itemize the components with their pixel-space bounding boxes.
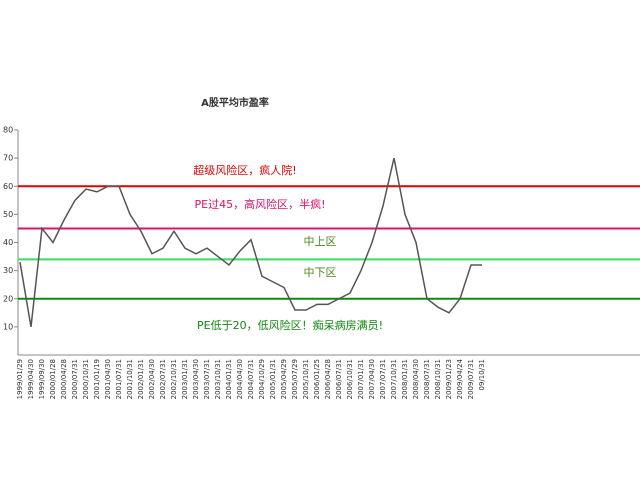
x-tick-label: 2007/01/31	[357, 359, 365, 399]
x-tick-label: 2003/07/31	[203, 359, 211, 399]
x-tick-label: 2006/07/31	[335, 359, 343, 399]
x-tick-label: 2008/07/31	[423, 359, 431, 399]
x-tick-label: 2009/07/31	[467, 359, 475, 399]
y-tick-label: 20	[3, 294, 13, 303]
x-tick-label: 2001/10/31	[126, 359, 134, 399]
x-tick-label: 2001/01/19	[93, 359, 101, 399]
x-tick-label: 2003/01/31	[181, 359, 189, 399]
y-tick-label: 10	[3, 322, 13, 331]
x-tick-label: 2000/10/31	[82, 359, 90, 399]
x-tick-label: 09/10/31	[478, 359, 486, 390]
x-tick-label: 2008/01/31	[401, 359, 409, 399]
x-tick-label: 2007/04/30	[368, 359, 376, 399]
x-tick-label: 2000/04/28	[60, 359, 68, 399]
x-tick-label: 2009/01/23	[445, 359, 453, 399]
x-tick-label: 2000/07/31	[71, 359, 79, 399]
x-tick-label: 2005/01/31	[269, 359, 277, 399]
y-tick-label: 40	[3, 238, 13, 247]
zone-label: 中下区	[304, 266, 337, 279]
x-tick-label: 2007/07/31	[379, 359, 387, 399]
x-tick-label: 2008/10/31	[434, 359, 442, 399]
y-tick-label: 50	[3, 210, 13, 219]
x-tick-label: 2005/07/29	[291, 359, 299, 399]
x-tick-label: 1999/09/30	[38, 359, 46, 399]
x-tick-label: 2007/10/31	[390, 359, 398, 399]
x-tick-label: 2005/04/29	[280, 359, 288, 399]
x-tick-label: 2001/07/31	[115, 359, 123, 399]
chart-title: A股平均市盈率	[201, 96, 269, 109]
x-tick-label: 2000/01/28	[49, 359, 57, 399]
y-tick-label: 80	[3, 126, 13, 135]
x-tick-label: 2003/10/31	[214, 359, 222, 399]
x-tick-label: 2005/10/31	[302, 359, 310, 399]
reference-label: PE过45，高风险区，半疯!	[195, 197, 326, 211]
x-tick-label: 2009/04/24	[456, 358, 464, 399]
y-tick-label: 30	[3, 266, 13, 275]
x-tick-label: 2004/04/30	[236, 359, 244, 399]
x-tick-label: 2002/01/31	[137, 359, 145, 399]
series-line	[19, 157, 482, 328]
x-tick-label: 1999/04/30	[27, 359, 35, 399]
x-tick-label: 2002/10/31	[170, 359, 178, 399]
y-tick-label: 60	[3, 182, 13, 191]
x-tick-label: 2004/01/31	[225, 359, 233, 399]
zone-label: 中上区	[304, 235, 337, 248]
x-tick-label: 2001/04/30	[104, 359, 112, 399]
reference-label: 超级风险区，疯人院!	[193, 163, 296, 177]
x-tick-label: 2004/07/31	[247, 359, 255, 399]
x-tick-label: 2003/04/30	[192, 359, 200, 399]
x-tick-label: 2008/04/30	[412, 359, 420, 399]
x-tick-label: 2002/04/30	[148, 359, 156, 399]
reference-label: PE低于20，低风险区！痴呆病房满员!	[197, 318, 383, 332]
x-tick-label: 2006/10/31	[346, 359, 354, 399]
y-tick-label: 70	[3, 154, 13, 163]
x-tick-label: 2006/01/25	[313, 359, 321, 399]
x-tick-label: 1999/01/29	[16, 359, 24, 399]
x-tick-label: 2002/07/31	[159, 359, 167, 399]
x-tick-label: 2004/10/29	[258, 359, 266, 399]
x-tick-label: 2006/04/28	[324, 359, 332, 399]
